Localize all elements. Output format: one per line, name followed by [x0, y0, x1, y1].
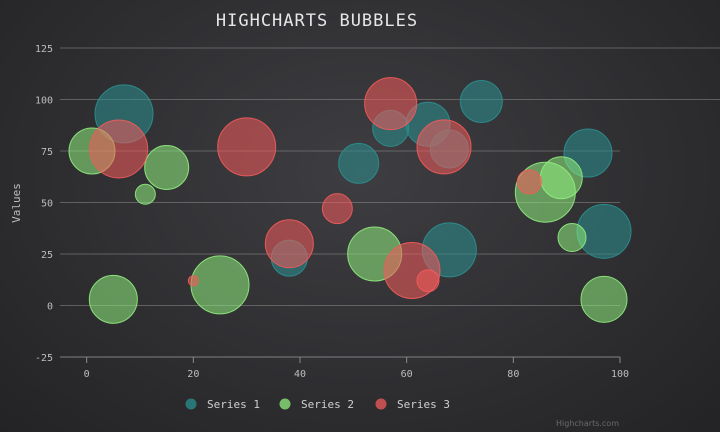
- bubble-point[interactable]: [364, 77, 418, 131]
- bubble-point[interactable]: [338, 142, 380, 184]
- y-axis-title: Values: [10, 183, 23, 223]
- y-tick-label: 75: [41, 147, 53, 158]
- y-tick-label: 25: [41, 250, 53, 261]
- y-tick-label: 50: [41, 199, 53, 210]
- y-axis-ticks: -25 0 25 50 75 100 125: [35, 44, 53, 364]
- bubble-point[interactable]: [580, 275, 628, 323]
- x-axis-ticks: 0 20 40 60 80 100: [84, 357, 629, 380]
- legend-label: Series 3: [397, 398, 450, 411]
- x-tick-label: 0: [84, 369, 90, 380]
- legend-symbol: [279, 398, 291, 410]
- bubble-point[interactable]: [190, 255, 250, 315]
- y-tick-label: 0: [47, 302, 53, 313]
- y-tick-label: -25: [35, 353, 53, 364]
- x-tick-label: 60: [401, 369, 413, 380]
- bubble-point[interactable]: [416, 269, 440, 293]
- y-tick-label: 100: [35, 96, 53, 107]
- x-tick-label: 40: [294, 369, 306, 380]
- bubble-point[interactable]: [539, 156, 583, 200]
- bubble-point[interactable]: [134, 183, 156, 205]
- series-3-group: [89, 77, 542, 299]
- bubble-point[interactable]: [321, 193, 353, 225]
- bubble-point[interactable]: [144, 144, 190, 190]
- bubble-point[interactable]: [89, 119, 149, 179]
- legend-symbol: [375, 398, 387, 410]
- chart-title: HIGHCHARTS BUBBLES: [216, 11, 418, 31]
- legend: Series 1 Series 2 Series 3: [185, 398, 450, 411]
- bubble-point[interactable]: [416, 119, 472, 175]
- bubble-layer: [68, 77, 632, 324]
- bubble-point[interactable]: [459, 80, 503, 124]
- legend-symbol: [185, 398, 197, 410]
- legend-label: Series 1: [207, 398, 260, 411]
- credits-link[interactable]: Highcharts.com: [556, 419, 619, 428]
- legend-item-series-2[interactable]: Series 2: [279, 398, 354, 411]
- x-tick-label: 20: [187, 369, 199, 380]
- bubble-point[interactable]: [187, 275, 199, 287]
- legend-label: Series 2: [301, 398, 354, 411]
- x-tick-label: 80: [507, 369, 519, 380]
- bubble-point[interactable]: [516, 169, 542, 195]
- legend-item-series-3[interactable]: Series 3: [375, 398, 450, 411]
- bubble-point[interactable]: [217, 117, 277, 177]
- x-tick-label: 100: [611, 369, 629, 380]
- bubble-point[interactable]: [557, 223, 587, 253]
- bubble-point[interactable]: [88, 274, 138, 324]
- bubble-point[interactable]: [264, 219, 314, 269]
- legend-item-series-1[interactable]: Series 1: [185, 398, 260, 411]
- y-tick-label: 125: [35, 44, 53, 55]
